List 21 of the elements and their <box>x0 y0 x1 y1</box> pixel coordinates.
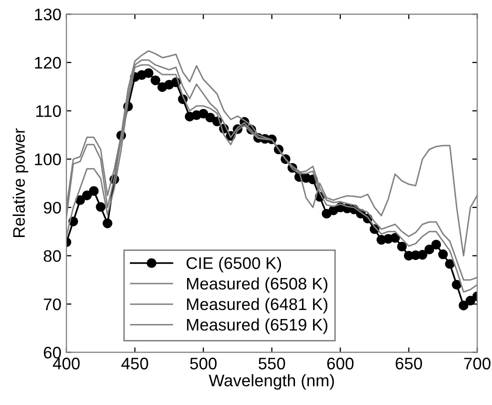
legend-label: Measured (6508 K) <box>187 277 328 293</box>
y-axis-title: Relative power <box>12 128 28 238</box>
x-axis-title: Wavelength (nm) <box>208 374 334 390</box>
y-tick-label: 90 <box>44 202 61 214</box>
y-tick-label: 80 <box>44 250 61 262</box>
legend-label: Measured (6519 K) <box>187 318 328 334</box>
y-tick-label: 120 <box>35 56 61 69</box>
y-tick-label: 100 <box>35 154 61 166</box>
y-tick-label: 110 <box>36 105 61 117</box>
x-tick-label: 650 <box>396 358 422 370</box>
x-tick-label: 500 <box>190 358 217 370</box>
x-tick-label: 600 <box>327 358 354 370</box>
y-tick-label: 130 <box>35 8 61 20</box>
x-tick-label: 450 <box>121 358 148 370</box>
legend-label: Measured (6481 K) <box>187 298 328 314</box>
legend-label: CIE (6500 K) <box>186 256 282 272</box>
x-tick-label: 400 <box>52 358 80 370</box>
x-tick-label: 700 <box>464 358 490 370</box>
y-tick-label: 60 <box>44 346 61 359</box>
x-tick-label: 550 <box>258 358 286 370</box>
y-tick-label: 70 <box>44 298 61 310</box>
